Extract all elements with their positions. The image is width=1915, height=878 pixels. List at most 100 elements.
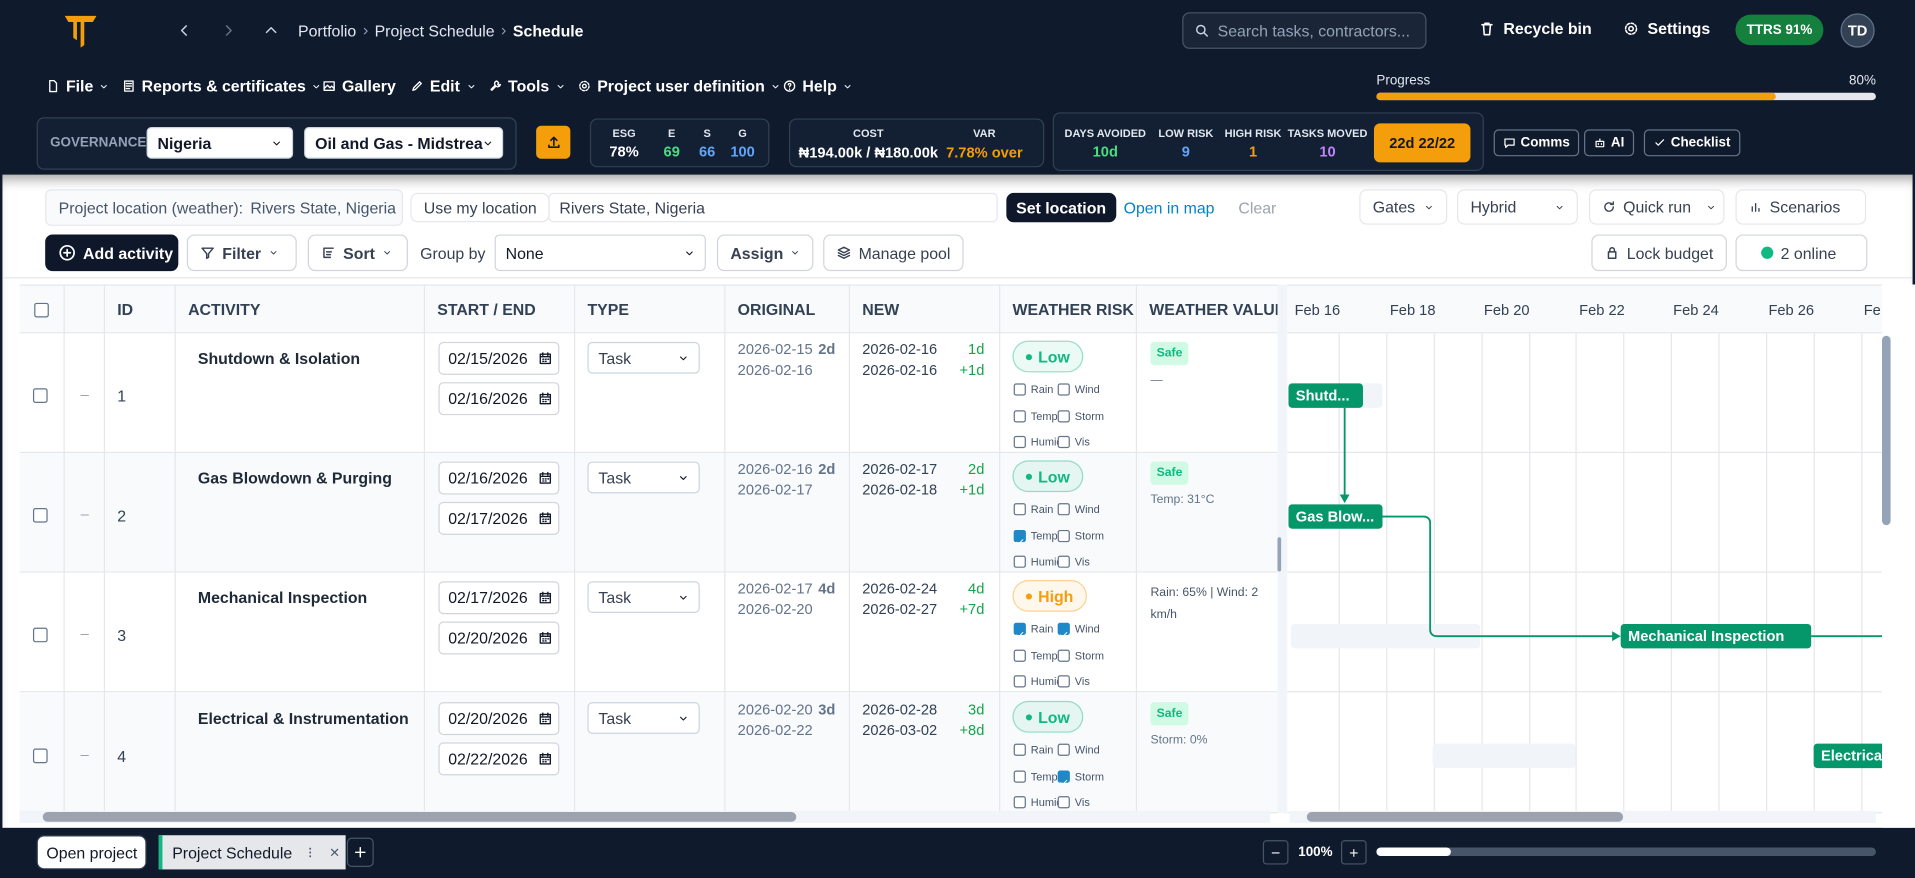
- avatar[interactable]: TD: [1840, 13, 1875, 48]
- breadcrumb-item[interactable]: Portfolio: [297, 21, 357, 40]
- weather-flag-checkbox[interactable]: [1057, 435, 1070, 449]
- upload-button[interactable]: [536, 125, 571, 159]
- back-button[interactable]: [177, 23, 192, 38]
- weather-flag-checkbox[interactable]: [1013, 555, 1026, 568]
- type-select[interactable]: Task: [587, 702, 700, 734]
- date-input[interactable]: 02/16/2026: [438, 461, 560, 495]
- weather-flag-checkbox[interactable]: [1013, 622, 1026, 638]
- quick-run-button[interactable]: Quick run: [1588, 189, 1725, 225]
- menu-item[interactable]: Project user definition: [578, 77, 781, 95]
- weather-flag-checkbox[interactable]: [1013, 529, 1026, 544]
- weather-flag-checkbox[interactable]: [1013, 649, 1026, 662]
- weather-flag-checkbox[interactable]: [1057, 675, 1070, 688]
- ai-button[interactable]: AI: [1584, 129, 1635, 157]
- date-input[interactable]: 02/16/2026: [438, 382, 560, 416]
- type-select[interactable]: Task: [587, 461, 700, 494]
- menu-item[interactable]: Help: [783, 77, 853, 95]
- gantt-bar[interactable]: Gas Blow...: [1288, 504, 1383, 529]
- tab-close[interactable]: [329, 846, 341, 858]
- weather-flag-checkbox[interactable]: [1013, 769, 1026, 783]
- gantt-bar[interactable]: Mechanical Inspection: [1620, 623, 1812, 649]
- location-input[interactable]: Rivers State, Nigeria: [548, 192, 998, 223]
- weather-flag-checkbox[interactable]: [1057, 555, 1070, 568]
- breadcrumb-item[interactable]: Project Schedule: [374, 21, 495, 40]
- row-checkbox[interactable]: [32, 748, 48, 764]
- date-input[interactable]: 02/17/2026: [438, 501, 560, 535]
- collapse-toggle[interactable]: –: [80, 746, 89, 764]
- weather-flag-checkbox[interactable]: [1057, 503, 1070, 516]
- sector-select[interactable]: Oil and Gas - Midstrea: [304, 126, 504, 159]
- type-select[interactable]: Task: [587, 581, 700, 613]
- open-project-button[interactable]: Open project: [36, 835, 148, 870]
- date-input[interactable]: 02/15/2026: [438, 341, 560, 375]
- checklist-button[interactable]: Checklist: [1643, 129, 1741, 157]
- menu-item[interactable]: File: [46, 77, 109, 95]
- activity-name[interactable]: Mechanical Inspection: [197, 588, 368, 607]
- weather-flag-checkbox[interactable]: [1057, 796, 1070, 809]
- date-input[interactable]: 02/20/2026: [438, 621, 560, 655]
- table-scroll-thumb[interactable]: [42, 812, 797, 822]
- row-checkbox[interactable]: [32, 388, 48, 403]
- project-tab[interactable]: Project Schedule: [158, 835, 346, 870]
- collapse-toggle[interactable]: –: [80, 625, 89, 643]
- gantt-bar[interactable]: Shutd...: [1288, 383, 1363, 408]
- collapse-toggle[interactable]: –: [80, 505, 89, 523]
- online-indicator[interactable]: 2 online: [1735, 234, 1868, 272]
- weather-flag-checkbox[interactable]: [1057, 622, 1070, 638]
- open-map-link[interactable]: Open in map: [1123, 199, 1215, 218]
- settings[interactable]: Settings: [1623, 20, 1710, 38]
- search-box[interactable]: Search tasks, contractors...: [1182, 12, 1427, 49]
- row-checkbox[interactable]: [32, 507, 48, 523]
- vertical-scrollbar[interactable]: [1882, 335, 1891, 526]
- collapse-toggle[interactable]: –: [80, 385, 89, 403]
- weather-flag-checkbox[interactable]: [1013, 743, 1026, 756]
- activity-name[interactable]: Electrical & Instrumentation T: [197, 709, 412, 728]
- date-input[interactable]: 02/22/2026: [438, 742, 560, 776]
- weather-flag-checkbox[interactable]: [1057, 383, 1070, 396]
- lock-budget-button[interactable]: Lock budget: [1591, 234, 1727, 272]
- zoom-out-button[interactable]: [1262, 840, 1289, 865]
- row-checkbox[interactable]: [32, 627, 48, 643]
- tab-menu[interactable]: [304, 846, 316, 858]
- splitter-handle[interactable]: [1277, 537, 1282, 572]
- recycle-bin[interactable]: Recycle bin: [1479, 20, 1592, 38]
- splitter[interactable]: [1277, 284, 1288, 814]
- menu-item[interactable]: Edit: [410, 77, 475, 95]
- clear-link[interactable]: Clear: [1238, 199, 1277, 218]
- scenarios-button[interactable]: Scenarios: [1735, 189, 1867, 225]
- menu-item[interactable]: Reports & certificates: [122, 77, 322, 95]
- filter-button[interactable]: Filter: [186, 234, 297, 272]
- weather-flag-checkbox[interactable]: [1013, 383, 1026, 396]
- date-input[interactable]: 02/20/2026: [438, 702, 560, 736]
- menu-item[interactable]: Tools: [489, 77, 566, 95]
- manage-pool-button[interactable]: Manage pool: [823, 234, 964, 272]
- weather-flag-checkbox[interactable]: [1013, 796, 1026, 809]
- select-all-checkbox[interactable]: [34, 302, 49, 318]
- group-by-select[interactable]: None: [494, 234, 706, 272]
- new-tab-button[interactable]: [346, 837, 374, 867]
- use-location-button[interactable]: Use my location: [410, 192, 551, 223]
- weather-flag-checkbox[interactable]: [1013, 675, 1026, 688]
- comms-button[interactable]: Comms: [1493, 129, 1580, 157]
- logo[interactable]: [61, 11, 100, 50]
- type-select[interactable]: Task: [587, 341, 700, 374]
- zoom-track[interactable]: [1376, 847, 1876, 856]
- activity-name[interactable]: Gas Blowdown & Purging: [197, 468, 392, 488]
- add-activity-button[interactable]: Add activity: [45, 234, 179, 272]
- sort-button[interactable]: Sort: [307, 234, 408, 272]
- weather-flag-checkbox[interactable]: [1013, 435, 1026, 449]
- weather-flag-checkbox[interactable]: [1013, 409, 1026, 422]
- ttrs-pill[interactable]: TTRS 91%: [1735, 14, 1824, 46]
- gates-button[interactable]: Gates: [1359, 189, 1448, 225]
- weather-flag-checkbox[interactable]: [1057, 769, 1070, 785]
- weather-flag-checkbox[interactable]: [1057, 409, 1070, 422]
- gantt-scroll-thumb[interactable]: [1306, 812, 1624, 822]
- up-button[interactable]: [264, 23, 279, 38]
- country-select[interactable]: Nigeria: [146, 126, 294, 159]
- activity-name[interactable]: Shutdown & Isolation: [197, 349, 361, 368]
- menu-item[interactable]: Gallery: [322, 77, 396, 95]
- set-location-button[interactable]: Set location: [1006, 192, 1116, 223]
- weather-flag-checkbox[interactable]: [1057, 743, 1070, 756]
- date-input[interactable]: 02/17/2026: [438, 581, 560, 615]
- weather-flag-checkbox[interactable]: [1057, 649, 1070, 662]
